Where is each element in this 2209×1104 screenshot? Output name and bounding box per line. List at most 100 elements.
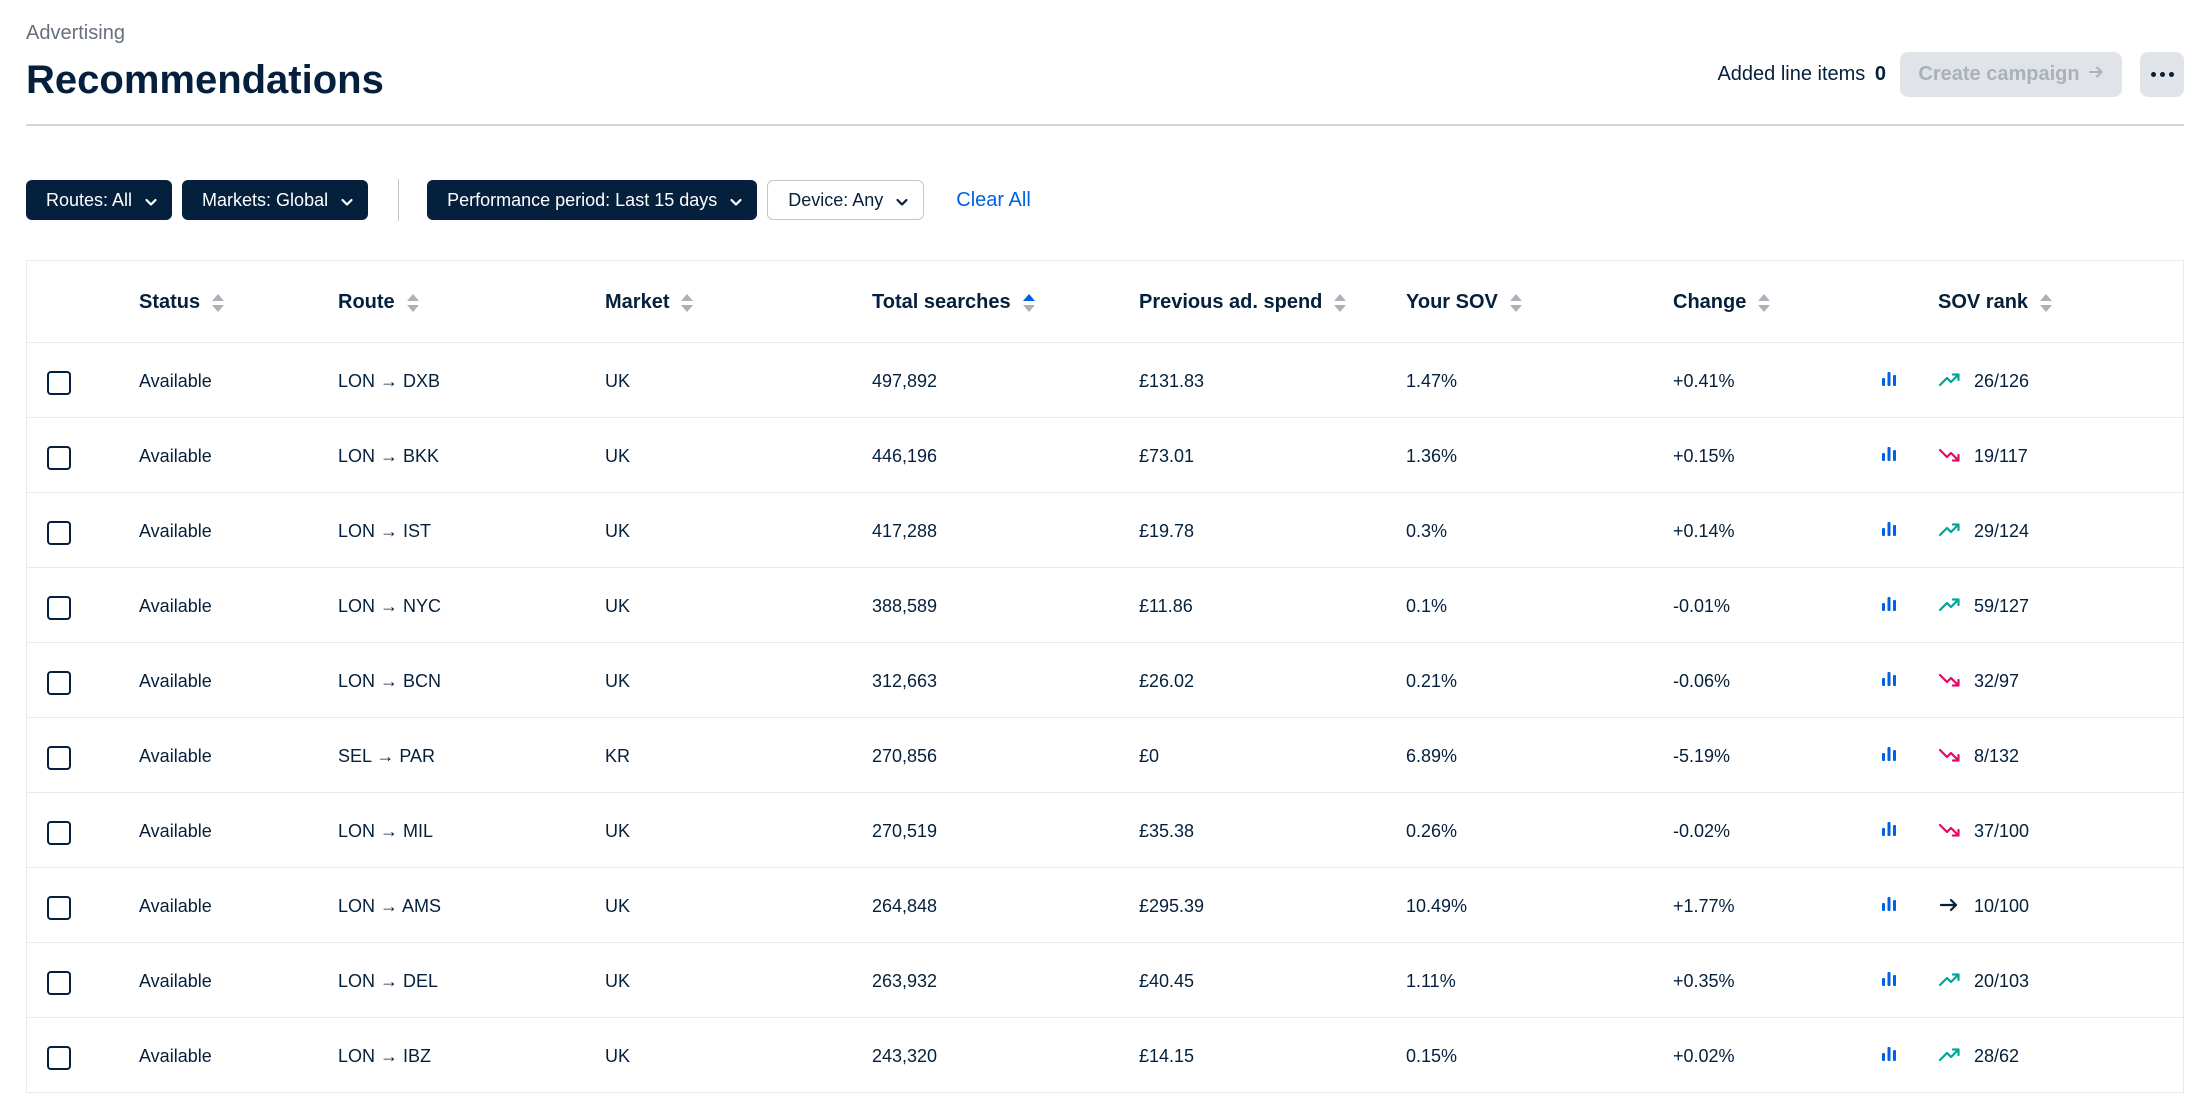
performance-period-filter[interactable]: Performance period: Last 15 days — [427, 180, 758, 220]
column-header-your-sov[interactable]: Your SOV — [1406, 291, 1522, 314]
column-header-market[interactable]: Market — [605, 291, 694, 314]
bar-chart-icon[interactable] — [1880, 819, 1898, 839]
row-checkbox[interactable] — [47, 596, 71, 620]
device-filter[interactable]: Device: Any — [767, 180, 925, 220]
bar-chart-icon[interactable] — [1880, 744, 1898, 764]
sort-icon[interactable] — [1509, 293, 1522, 312]
added-line-items: Added line items 0 — [1717, 63, 1886, 86]
trending-up-icon — [1938, 370, 1962, 390]
bar-chart-icon[interactable] — [1880, 444, 1898, 464]
table-body: Available LON → DXB UK 497,892 £131.83 1… — [27, 343, 2183, 1093]
row-checkbox[interactable] — [47, 446, 71, 470]
sort-icon[interactable] — [1758, 293, 1771, 312]
sort-icon[interactable] — [2040, 293, 2053, 312]
change-cell: -0.06% — [1673, 671, 1731, 691]
row-checkbox[interactable] — [47, 1046, 71, 1070]
previous-spend-cell: £35.38 — [1139, 821, 1195, 841]
create-campaign-button[interactable]: Create campaign — [1900, 52, 2122, 97]
sov-rank-cell: 8/132 — [1974, 746, 2020, 766]
column-header-total-searches[interactable]: Total searches — [872, 291, 1035, 314]
total-searches-cell: 446,196 — [872, 446, 938, 466]
row-checkbox[interactable] — [47, 971, 71, 995]
status-cell: Available — [139, 596, 212, 616]
column-header-sov-rank[interactable]: SOV rank — [1938, 291, 2053, 314]
markets-filter[interactable]: Markets: Global — [182, 180, 369, 220]
route-cell: LON → MIL — [338, 821, 434, 841]
sort-icon[interactable] — [406, 293, 419, 312]
chevron-down-icon — [144, 193, 158, 207]
page-header: Advertising Recommendations Added line i… — [26, 0, 2184, 126]
status-cell: Available — [139, 371, 212, 391]
bar-chart-icon[interactable] — [1880, 969, 1898, 989]
row-checkbox[interactable] — [47, 671, 71, 695]
your-sov-cell: 0.26% — [1406, 821, 1458, 841]
bar-chart-icon[interactable] — [1880, 369, 1898, 389]
bar-chart-icon[interactable] — [1880, 594, 1898, 614]
more-options-button[interactable] — [2140, 52, 2184, 97]
market-cell: KR — [605, 746, 631, 766]
total-searches-cell: 243,320 — [872, 1046, 938, 1066]
route-cell: LON → IBZ — [338, 1046, 432, 1066]
trending-up-icon — [1938, 520, 1962, 540]
bar-chart-icon[interactable] — [1880, 519, 1898, 539]
status-cell: Available — [139, 671, 212, 691]
row-checkbox[interactable] — [47, 896, 71, 920]
column-header-change[interactable]: Change — [1673, 291, 1771, 314]
sort-icon[interactable] — [1022, 293, 1035, 312]
route-cell: LON → BCN — [338, 671, 442, 691]
your-sov-cell: 10.49% — [1406, 896, 1468, 916]
table-row: Available LON → BCN UK 312,663 £26.02 0.… — [27, 643, 2183, 718]
previous-spend-cell: £19.78 — [1139, 521, 1195, 541]
bar-chart-icon[interactable] — [1880, 669, 1898, 689]
sort-icon[interactable] — [1334, 293, 1347, 312]
filter-bar: Routes: All Markets: Global Performance … — [26, 179, 1031, 221]
bar-chart-icon[interactable] — [1880, 894, 1898, 914]
total-searches-cell: 270,856 — [872, 746, 938, 766]
trending-down-icon — [1938, 820, 1962, 840]
row-checkbox[interactable] — [47, 746, 71, 770]
sort-icon[interactable] — [681, 293, 694, 312]
bar-chart-icon[interactable] — [1880, 1044, 1898, 1064]
performance-period-label: Performance period: Last 15 days — [447, 189, 718, 210]
previous-spend-cell: £14.15 — [1139, 1046, 1195, 1066]
total-searches-cell: 312,663 — [872, 671, 938, 691]
change-cell: +1.77% — [1673, 896, 1735, 916]
column-header-route[interactable]: Route — [338, 291, 419, 314]
row-checkbox[interactable] — [47, 821, 71, 845]
more-dot-icon — [2159, 72, 2165, 77]
sov-rank-cell: 20/103 — [1974, 971, 2030, 991]
column-header-status[interactable]: Status — [139, 291, 225, 314]
sov-rank-cell: 29/124 — [1974, 521, 2030, 541]
your-sov-cell: 1.47% — [1406, 371, 1458, 391]
change-cell: +0.41% — [1673, 371, 1735, 391]
sort-icon[interactable] — [212, 293, 225, 312]
row-checkbox[interactable] — [47, 521, 71, 545]
breadcrumb[interactable]: Advertising — [26, 22, 125, 44]
change-cell: +0.15% — [1673, 446, 1735, 466]
more-dot-icon — [2168, 72, 2174, 77]
your-sov-cell: 0.3% — [1406, 521, 1448, 541]
sov-rank-cell: 28/62 — [1974, 1046, 2020, 1066]
change-cell: +0.02% — [1673, 1046, 1735, 1066]
market-cell: UK — [605, 821, 631, 841]
your-sov-cell: 1.11% — [1406, 971, 1456, 991]
routes-filter-label: Routes: All — [46, 189, 133, 210]
column-label: Route — [338, 291, 395, 313]
previous-spend-cell: £73.01 — [1139, 446, 1195, 466]
sov-rank-cell: 59/127 — [1974, 596, 2030, 616]
clear-all-link[interactable]: Clear All — [956, 188, 1031, 211]
market-cell: UK — [605, 596, 631, 616]
column-label: Market — [605, 291, 670, 313]
arrow-right-icon — [2088, 63, 2104, 86]
table-header: Status Route Market Total searches Previ… — [27, 261, 2183, 343]
header-actions: Added line items 0 Create campaign — [1717, 52, 2184, 97]
recommendations-table: Status Route Market Total searches Previ… — [26, 260, 2184, 1093]
column-header-previous-spend[interactable]: Previous ad. spend — [1139, 291, 1347, 314]
column-label: Previous ad. spend — [1139, 291, 1323, 313]
row-checkbox[interactable] — [47, 371, 71, 395]
column-label: Your SOV — [1406, 291, 1498, 313]
previous-spend-cell: £11.86 — [1139, 596, 1193, 616]
market-cell: UK — [605, 371, 631, 391]
routes-filter[interactable]: Routes: All — [26, 180, 173, 220]
route-cell: LON → NYC — [338, 596, 442, 616]
